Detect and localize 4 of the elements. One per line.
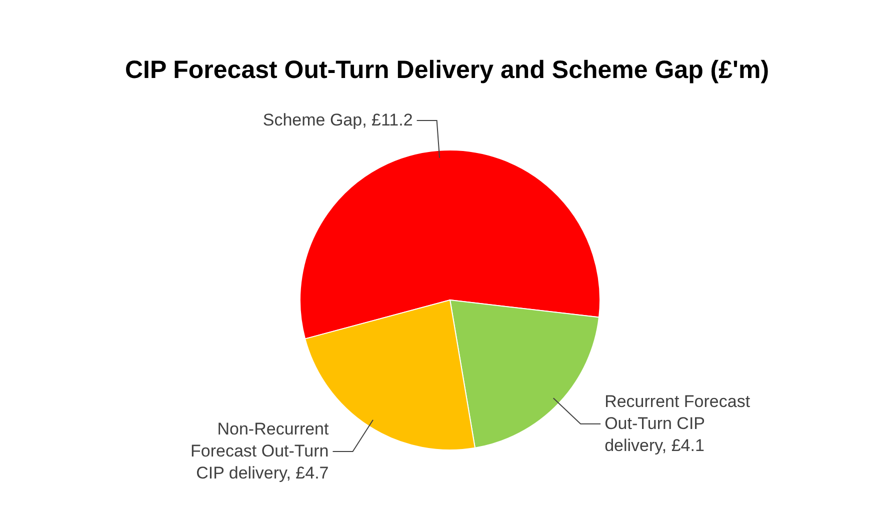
slice-label: Scheme Gap, £11.2: [262, 110, 413, 130]
slice-label: Recurrent Forecast Out-Turn CIP delivery, £4.1: [604, 392, 750, 455]
chart-title: CIP Forecast Out-Turn Delivery and Scheme Gap (£'m): [124, 56, 770, 84]
slice-label: Non-Recurrent Forecast Out-Turn CIP delivery, £4.7: [190, 419, 330, 482]
